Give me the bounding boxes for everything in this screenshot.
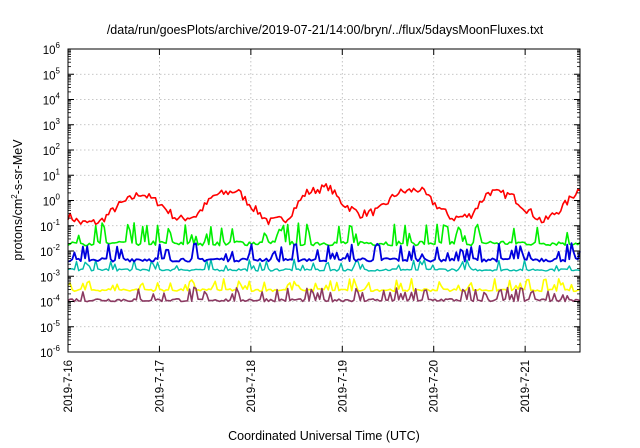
series-line (67, 286, 581, 303)
series-line (67, 222, 581, 247)
y-tick-label: 101 (43, 167, 61, 183)
y-axis-label: protons/cm2-s-sr-MeV (10, 139, 25, 261)
y-tick-label: 10-5 (40, 319, 60, 335)
chart-title: /data/run/goesPlots/archive/2019-07-21/1… (107, 23, 544, 37)
y-axis-label-sup: 2 (10, 194, 19, 199)
series-line (67, 183, 581, 226)
x-tick-label: 2019-7-16 (63, 360, 75, 412)
series-line (67, 242, 581, 263)
y-tick-label: 105 (43, 66, 61, 82)
x-axis: 2019-7-16 2019-7-17 2019-7-18 2019-7-19 2019… (63, 49, 532, 412)
x-tick-label: 2019-7-18 (246, 360, 258, 412)
y-tick-label: 10-4 (40, 294, 60, 310)
y-tick-label: 10-3 (40, 268, 60, 284)
y-tick-label: 100 (43, 193, 61, 209)
series-line (67, 277, 581, 293)
x-tick-label: 2019-7-21 (520, 360, 532, 412)
y-tick-label: 10-2 (40, 243, 60, 259)
y-axis-label-prefix: protons/cm (11, 199, 25, 261)
y-tick-label: 106 (43, 41, 61, 57)
x-tick-label: 2019-7-20 (429, 360, 441, 412)
series-line (67, 258, 581, 272)
y-tick-label: 10-6 (40, 344, 60, 360)
x-tick-label: 2019-7-17 (154, 360, 166, 412)
y-tick-label: 104 (43, 92, 61, 108)
y-axis-label-suffix: -s-sr-MeV (11, 139, 25, 195)
y-tick-label: 102 (43, 142, 61, 158)
y-tick-label: 10-1 (40, 218, 60, 234)
x-tick-label: 2019-7-19 (337, 360, 349, 412)
x-axis-label: Coordinated Universal Time (UTC) (228, 429, 420, 443)
grid-lines (68, 49, 580, 352)
y-axis: 10-6 10-5 10-4 10-3 10-2 10-1 100 101 102 103 104 1… (40, 41, 580, 360)
series-layer (67, 183, 581, 303)
y-tick-label: 103 (43, 117, 61, 133)
